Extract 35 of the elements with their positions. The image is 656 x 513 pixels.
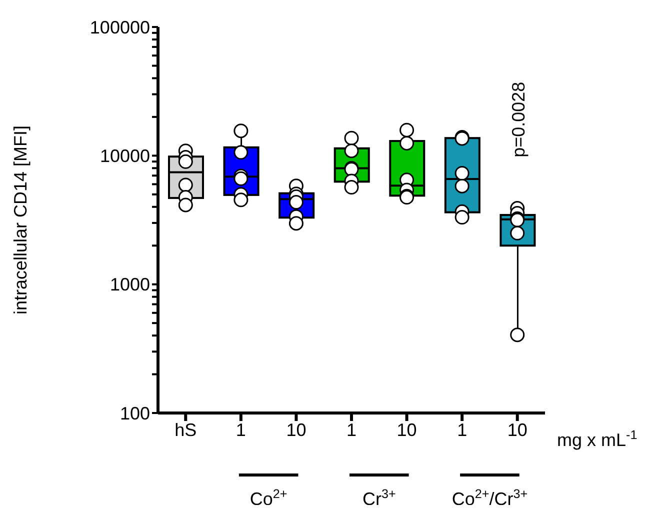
point [454, 178, 470, 194]
point [344, 144, 359, 158]
point [400, 122, 414, 138]
point [454, 166, 470, 180]
point [178, 198, 193, 212]
point [288, 216, 304, 231]
text: Cr$^{3+}$ [362, 487, 396, 509]
y-tick-label: 100 [120, 403, 150, 424]
point [510, 328, 525, 342]
point [344, 130, 359, 146]
point [344, 180, 359, 195]
point [400, 190, 414, 205]
x-tick-label: 10 [396, 420, 417, 440]
y-tick-label: 10000 [100, 146, 150, 166]
x-tick-label: 1 [346, 420, 357, 440]
y-axis-title: intracellular CD14 [MFI] [10, 125, 30, 315]
x-tick-label: hS [174, 420, 197, 440]
point [454, 210, 470, 225]
x-tick-label: 1 [457, 420, 468, 440]
text: Co$^{2+}$/Cr$^{3+}$ [452, 487, 528, 509]
annotation: p=0.0028 [508, 82, 528, 158]
y-tick-label: 100000 [90, 17, 150, 38]
text: mg x mL$^{-1}$ [557, 428, 638, 450]
point [234, 124, 248, 138]
point [178, 178, 193, 192]
point [454, 131, 470, 146]
y-tick-label: 1000 [110, 274, 150, 295]
point [234, 145, 248, 160]
x-tick-label: 10 [286, 420, 306, 440]
point [400, 136, 414, 150]
point [178, 154, 193, 169]
x-tick-label: 10 [507, 420, 528, 440]
text: Co$^{2+}$ [250, 487, 288, 509]
point [234, 192, 248, 208]
x-tick-label: 1 [236, 420, 246, 440]
